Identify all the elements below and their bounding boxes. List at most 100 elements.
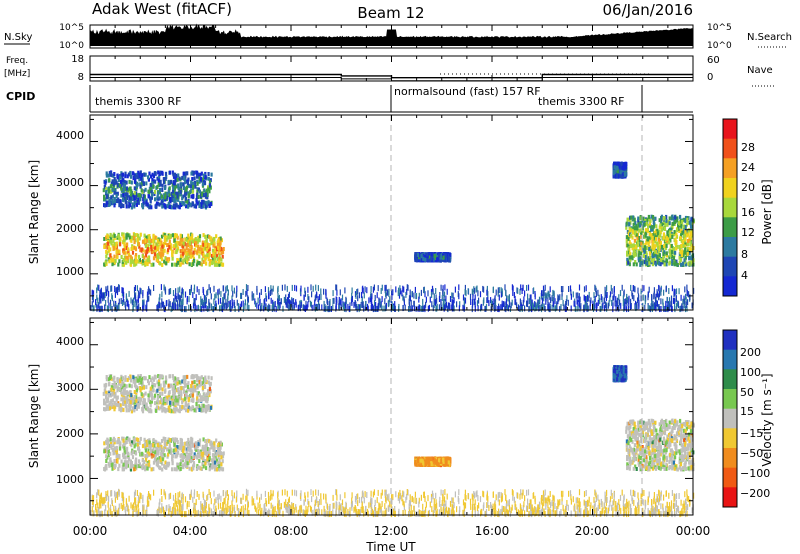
power-scatter-point	[277, 304, 279, 311]
power-scatter-point	[560, 304, 562, 311]
power-scatter-point	[211, 257, 214, 262]
power-scatter-point	[194, 184, 197, 189]
power-scatter-point	[651, 260, 654, 265]
power-scatter-point	[151, 177, 154, 182]
power-scatter-point	[384, 298, 386, 305]
power-scatter-point	[172, 183, 175, 188]
power-scatter-point	[119, 237, 122, 242]
power-scatter-point	[171, 256, 174, 261]
power-scatter-point	[217, 293, 219, 300]
power-scatter-point	[407, 284, 409, 291]
power-scatter-point	[689, 248, 692, 253]
power-scatter-point	[208, 298, 210, 305]
power-scatter-point	[110, 256, 113, 260]
power-scatter-point	[165, 237, 168, 242]
power-scatter-point	[215, 234, 218, 239]
power-scatter-point	[231, 285, 233, 292]
power-scatter-point	[201, 199, 204, 204]
power-scatter-point	[181, 201, 184, 205]
power-scatter-point	[116, 305, 118, 312]
power-scatter-point	[191, 233, 194, 238]
power-scatter-point	[612, 295, 614, 302]
power-scatter-point	[534, 301, 536, 308]
power-scatter-point	[588, 291, 590, 298]
power-scatter-point	[176, 235, 179, 240]
power-scatter-point	[684, 229, 687, 234]
power-scatter-point	[207, 185, 210, 190]
power-scatter-point	[642, 253, 645, 258]
power-scatter-point	[398, 292, 401, 299]
power-scatter-point	[598, 294, 600, 301]
power-scatter-point	[374, 305, 376, 312]
power-scatter-point	[308, 296, 310, 303]
power-scatter-point	[374, 295, 376, 301]
power-scatter-point	[105, 254, 108, 259]
power-scatter-point	[647, 217, 650, 221]
power-scatter-point	[201, 298, 203, 305]
power-scatter-point	[210, 293, 212, 300]
power-scatter-point	[435, 305, 437, 312]
power-scatter-point	[129, 196, 132, 201]
power-scatter-point	[415, 293, 417, 300]
power-scatter-point	[528, 306, 530, 313]
power-scatter-point	[469, 293, 472, 300]
power-scatter-point	[200, 247, 203, 252]
power-scatter-point	[174, 175, 177, 180]
power-scatter-point	[653, 244, 657, 249]
power-scatter-point	[125, 293, 127, 300]
power-scatter-point	[665, 251, 668, 256]
power-scatter-point	[505, 301, 508, 308]
power-scatter-point	[206, 290, 208, 297]
power-scatter-point	[685, 262, 688, 267]
power-scatter-point	[196, 305, 198, 312]
power-scatter-point	[654, 239, 657, 244]
power-scatter-point	[200, 171, 203, 176]
power-scatter-point	[200, 296, 202, 303]
power-scatter-point	[229, 305, 231, 312]
power-scatter-point	[623, 170, 626, 175]
power-scatter-point	[104, 197, 107, 202]
power-scatter-point	[139, 248, 142, 253]
power-scatter-point	[649, 306, 651, 313]
power-scatter-point	[117, 178, 121, 183]
power-scatter-point	[674, 237, 677, 242]
power-scatter-point	[454, 286, 456, 293]
power-scatter-point	[336, 289, 338, 296]
power-scatter-point	[182, 182, 185, 187]
power-scatter-point	[182, 241, 185, 246]
power-scatter-point	[691, 220, 694, 225]
power-scatter-point	[356, 289, 358, 296]
power-scatter-point	[105, 173, 108, 178]
power-scatter-point	[165, 261, 168, 266]
power-scatter-point	[115, 180, 118, 185]
power-scatter-point	[107, 203, 110, 207]
power-scatter-point	[179, 295, 181, 302]
power-scatter-point	[691, 248, 694, 253]
power-scatter-point	[198, 200, 201, 205]
power-scatter-point	[651, 294, 653, 301]
power-scatter-point	[158, 297, 160, 304]
velocity-scatter-point	[137, 464, 140, 469]
power-scatter-point	[200, 192, 203, 197]
power-scatter-point	[105, 286, 107, 293]
power-scatter-point	[569, 285, 572, 292]
power-scatter-point	[113, 233, 116, 238]
power-scatter-point	[536, 304, 538, 311]
power-scatter-point	[476, 300, 479, 307]
power-scatter-point	[132, 194, 135, 199]
power-scatter-point	[135, 233, 138, 238]
power-scatter-point	[622, 163, 625, 167]
velocity-scatter-point	[177, 445, 180, 450]
power-scatter-point	[610, 284, 612, 291]
power-scatter-point	[405, 291, 407, 298]
power-scatter-point	[653, 236, 656, 241]
power-scatter-point	[182, 259, 185, 264]
power-scatter-point	[686, 242, 690, 247]
power-scatter-point	[428, 304, 430, 311]
power-scatter-point	[193, 287, 195, 294]
power-scatter-point	[135, 301, 137, 308]
power-scatter-point	[105, 171, 108, 176]
power-scatter-point	[192, 193, 195, 198]
power-scatter-point	[118, 259, 121, 264]
power-scatter-point	[199, 177, 203, 181]
